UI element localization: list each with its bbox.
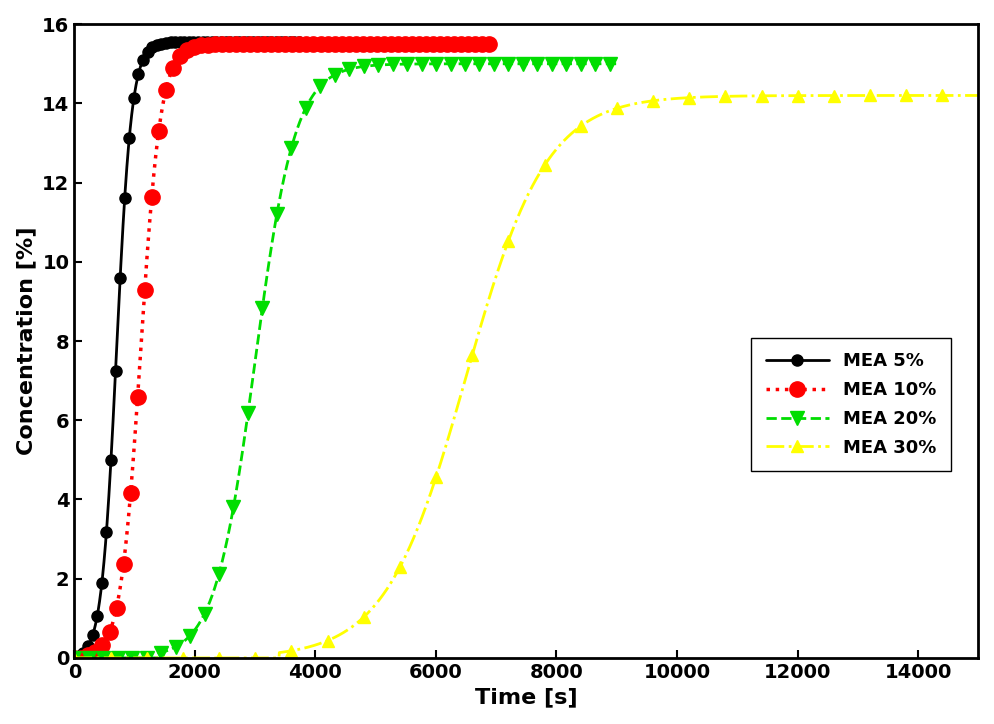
MEA 30% bbox=[225, 654, 237, 662]
MEA 5% bbox=[94, 590, 106, 599]
MEA 10% bbox=[487, 40, 499, 49]
MEA 30% bbox=[857, 91, 869, 100]
MEA 10% bbox=[230, 40, 242, 49]
MEA 5% bbox=[156, 39, 168, 48]
MEA 5% bbox=[268, 38, 280, 46]
MEA 30% bbox=[414, 515, 426, 524]
MEA 5% bbox=[297, 38, 309, 46]
MEA 10% bbox=[248, 40, 260, 49]
MEA 10% bbox=[116, 568, 128, 576]
MEA 10% bbox=[490, 40, 502, 49]
MEA 30% bbox=[69, 654, 81, 662]
Line: MEA 20%: MEA 20% bbox=[68, 56, 623, 665]
MEA 5% bbox=[108, 397, 120, 406]
Line: MEA 5%: MEA 5% bbox=[69, 36, 308, 663]
MEA 20% bbox=[69, 654, 81, 662]
MEA 20% bbox=[541, 59, 553, 68]
MEA 20% bbox=[162, 646, 174, 654]
MEA 30% bbox=[453, 393, 465, 402]
MEA 30% bbox=[171, 654, 183, 662]
Line: MEA 10%: MEA 10% bbox=[67, 36, 503, 665]
MEA 20% bbox=[130, 654, 142, 662]
MEA 30% bbox=[971, 91, 983, 100]
MEA 20% bbox=[610, 59, 622, 68]
MEA 10% bbox=[141, 246, 153, 255]
MEA 10% bbox=[481, 40, 493, 49]
MEA 20% bbox=[599, 59, 611, 68]
MEA 20% bbox=[299, 104, 311, 112]
Y-axis label: Concentration [%]: Concentration [%] bbox=[17, 227, 37, 455]
MEA 5% bbox=[166, 38, 178, 47]
MEA 10% bbox=[69, 654, 81, 662]
Legend: MEA 5%, MEA 10%, MEA 20%, MEA 30%: MEA 5%, MEA 10%, MEA 20%, MEA 30% bbox=[750, 337, 950, 471]
MEA 10% bbox=[436, 40, 448, 49]
MEA 30% bbox=[953, 91, 965, 100]
MEA 5% bbox=[292, 38, 304, 46]
Line: MEA 30%: MEA 30% bbox=[69, 90, 983, 663]
MEA 20% bbox=[276, 182, 288, 190]
X-axis label: Time [s]: Time [s] bbox=[474, 687, 578, 707]
MEA 5% bbox=[69, 654, 81, 662]
